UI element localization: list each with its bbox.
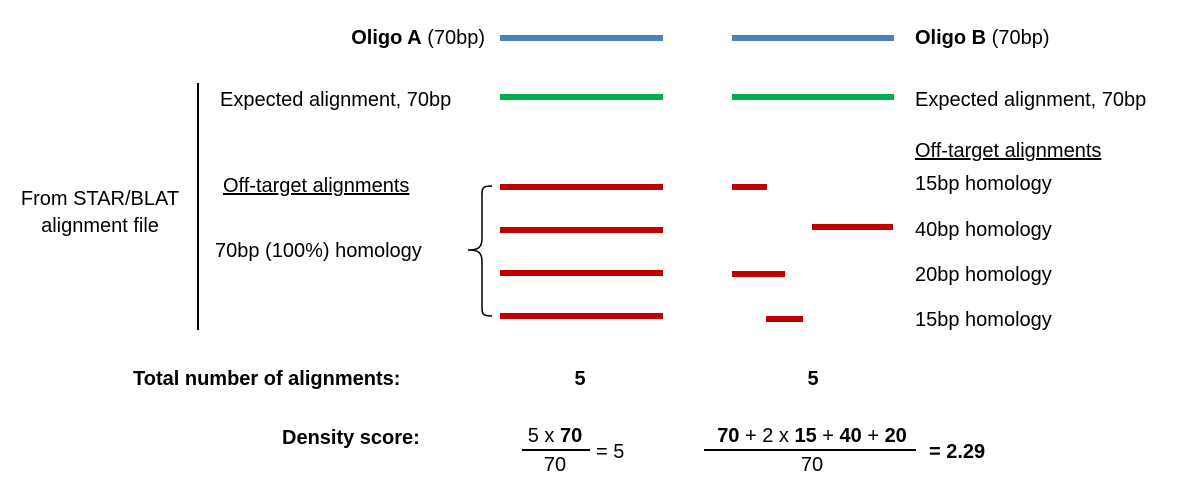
oligo-a-name: Oligo A <box>351 27 422 49</box>
oligo-a-length: (70bp) <box>427 27 485 49</box>
oligo-b-homology-4: 15bp homology <box>915 309 1052 331</box>
offtarget-bar-b-4 <box>766 316 803 322</box>
oligo-b-length: (70bp) <box>991 27 1050 49</box>
offtarget-bar-a-4 <box>500 313 663 319</box>
density-a-num-prefix: 5 x <box>527 425 560 447</box>
density-a-fraction-bar <box>522 449 590 451</box>
source-label-line2: alignment file <box>41 215 159 237</box>
offtarget-bar-a-3 <box>500 270 663 276</box>
oligo-b-homology-3: 20bp homology <box>915 264 1052 286</box>
offtarget-bar-b-2 <box>812 224 893 230</box>
oligo-a-bar <box>500 35 663 41</box>
curly-brace <box>467 185 493 317</box>
total-alignments-label: Total number of alignments: <box>133 368 401 390</box>
expected-label-a: Expected alignment, 70bp <box>220 89 452 111</box>
oligo-a-homology-label: 70bp (100%) homology <box>215 240 422 262</box>
density-b-num-6: + <box>861 425 885 447</box>
expected-bar-a <box>500 94 663 100</box>
oligo-b-name: Oligo B <box>915 27 987 49</box>
density-b-numerator: 70 + 2 x 15 + 40 + 20 <box>702 424 922 448</box>
density-a-denominator: 70 <box>543 454 567 476</box>
density-a-result: = 5 <box>596 441 625 463</box>
density-b-num-2: + 2 x <box>739 425 795 447</box>
density-b-num-7: 20 <box>884 425 907 447</box>
expected-label-b: Expected alignment, 70bp <box>915 89 1147 111</box>
oligo-b-homology-2: 40bp homology <box>915 219 1052 241</box>
total-alignments-a: 5 <box>574 368 586 390</box>
offtarget-bar-b-3 <box>732 271 785 277</box>
oligo-b-label: Oligo B (70bp) <box>915 26 1049 50</box>
source-label-line1: From STAR/BLAT <box>20 188 180 210</box>
density-a-numerator: 5 x 70 <box>520 424 590 448</box>
oligo-b-bar <box>732 35 894 41</box>
density-b-num-4: + <box>816 425 840 447</box>
offtarget-bar-a-1 <box>500 184 663 190</box>
density-b-num-5: 40 <box>839 425 862 447</box>
source-divider-line <box>197 83 199 330</box>
offtarget-bar-b-1 <box>732 184 767 190</box>
density-b-num-1: 70 <box>717 425 740 447</box>
expected-bar-b <box>732 94 894 100</box>
density-b-result: = 2.29 <box>929 441 986 463</box>
density-b-denominator: 70 <box>800 454 824 476</box>
density-b-fraction-bar <box>704 449 916 451</box>
oligo-a-label: Oligo A (70bp) <box>280 26 485 50</box>
density-score-label: Density score: <box>282 427 420 449</box>
offtarget-label-b: Off-target alignments <box>915 140 1102 162</box>
offtarget-label-a: Off-target alignments <box>223 175 410 197</box>
density-a-num-bold: 70 <box>560 425 583 447</box>
offtarget-bar-a-2 <box>500 227 663 233</box>
oligo-b-homology-1: 15bp homology <box>915 173 1052 195</box>
total-alignments-b: 5 <box>807 368 819 390</box>
density-b-num-3: 15 <box>794 425 817 447</box>
